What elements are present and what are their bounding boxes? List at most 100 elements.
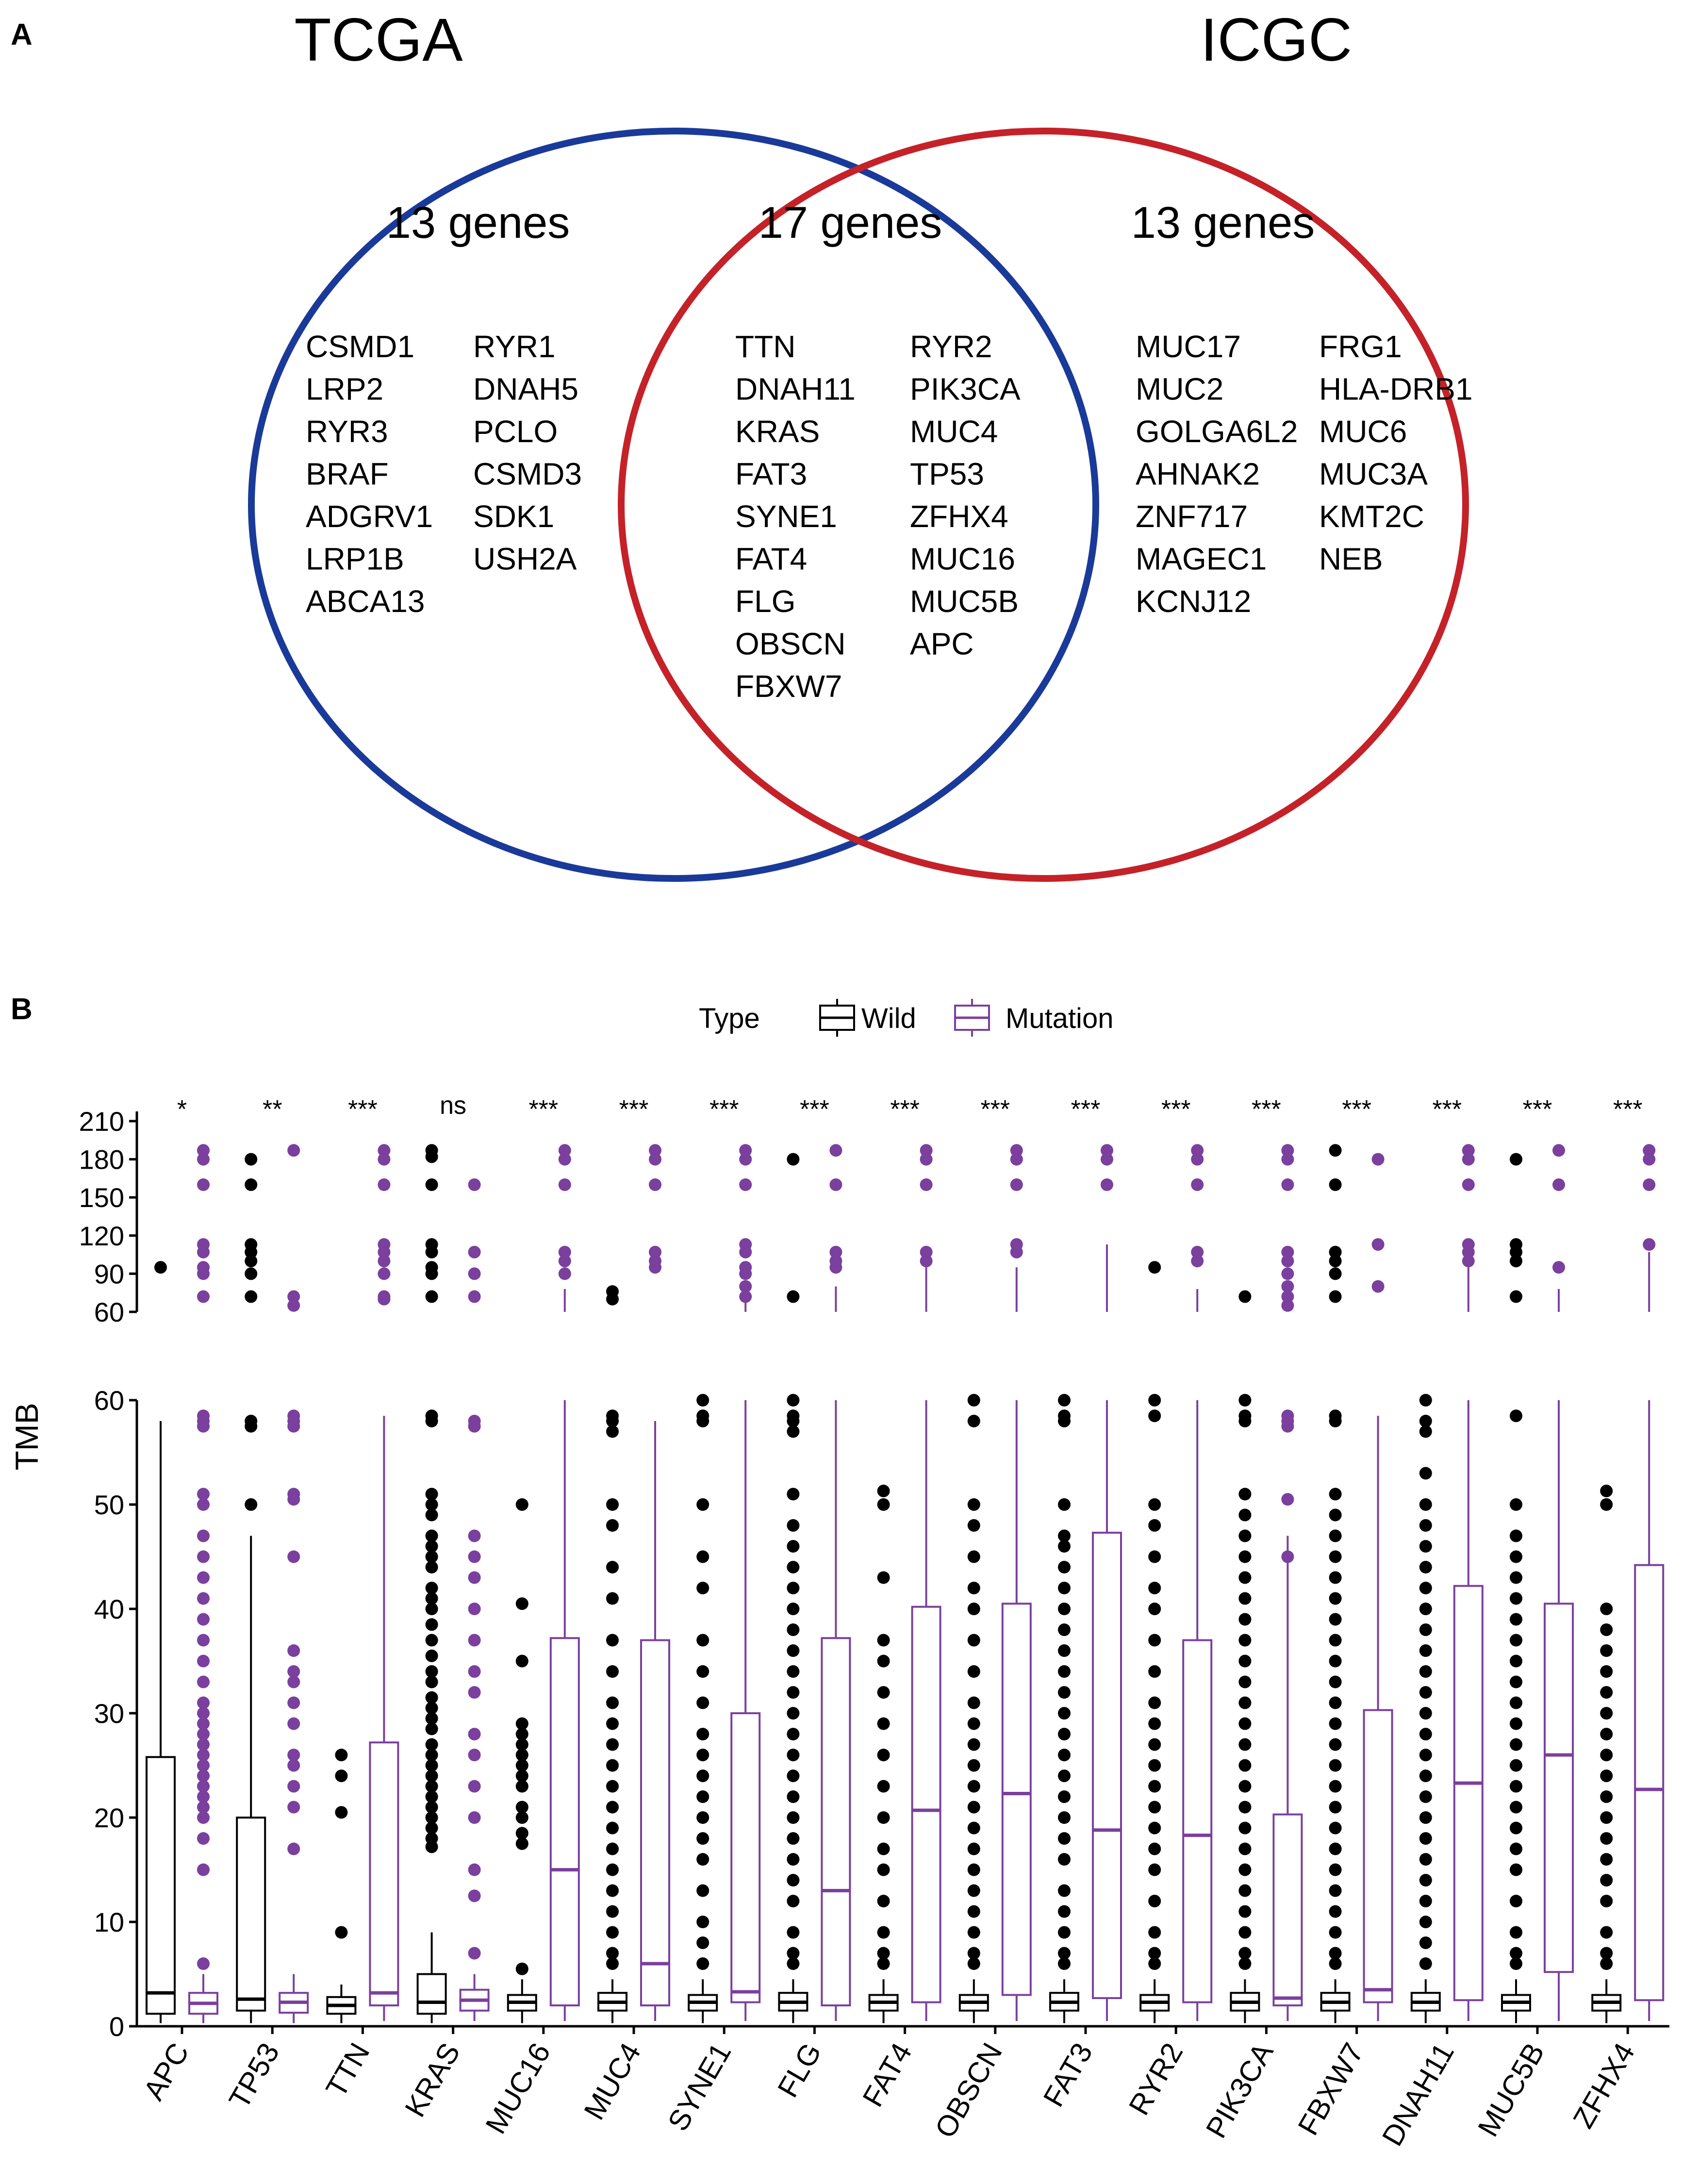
outlier-point (696, 1884, 709, 1897)
outlier-point (1238, 1863, 1252, 1876)
outlier-point (1329, 1550, 1342, 1563)
significance-label: *** (619, 1095, 649, 1124)
outlier-point (425, 1618, 438, 1631)
outlier-point (1371, 1280, 1385, 1293)
gene-label: PIK3CA (910, 372, 1021, 407)
upper-tick-label: 120 (79, 1221, 124, 1251)
outlier-point (1058, 1644, 1071, 1657)
outlier-point (739, 1267, 752, 1280)
significance-label: *** (800, 1095, 829, 1124)
outlier-point (1600, 1853, 1613, 1866)
outlier-point (197, 1498, 210, 1511)
lower-tick-label: 60 (94, 1385, 124, 1416)
outlier-point (606, 1863, 619, 1876)
outlier-point (877, 1717, 890, 1730)
outlier-point (468, 1780, 481, 1793)
outlier-point (1058, 1561, 1071, 1573)
gene-label: MUC17 (1136, 329, 1241, 364)
outlier-point (1238, 1696, 1252, 1709)
outlier-point (787, 1665, 800, 1678)
outlier-point (967, 1759, 980, 1772)
outlier-point (515, 1498, 528, 1511)
outlier-point (967, 1738, 980, 1751)
outlier-point (425, 1529, 438, 1542)
box (236, 1817, 266, 2012)
outlier-point (1329, 1696, 1342, 1709)
outlier-point (197, 1832, 210, 1845)
outlier-point (787, 1561, 800, 1573)
outlier-point (606, 1738, 619, 1751)
box (911, 1605, 941, 2003)
gene-label: MAGEC1 (1136, 542, 1267, 577)
outlier-point (515, 1597, 528, 1610)
box (1544, 1603, 1574, 1973)
outlier-point (1329, 1947, 1342, 1960)
outlier-point (1419, 1874, 1432, 1886)
outlier-point (515, 1655, 528, 1668)
outlier-point (1510, 1926, 1522, 1939)
outlier-point (967, 1957, 980, 1970)
outlier-point (606, 1592, 619, 1605)
outlier-point (1329, 1144, 1342, 1157)
lower-tick-label: 40 (94, 1594, 124, 1624)
x-tick-label: SYNE1 (661, 2037, 737, 2136)
outlier-point (1329, 1508, 1342, 1522)
outlier-point (1600, 1832, 1613, 1845)
outlier-point (287, 1759, 300, 1772)
outlier-point (425, 1770, 438, 1782)
outlier-point (829, 1178, 842, 1191)
outlier-point (425, 1722, 438, 1736)
outlier-point (1600, 1957, 1613, 1970)
outlier-point (1419, 1425, 1432, 1438)
outlier-point (245, 1245, 258, 1258)
outlier-point (1058, 1540, 1071, 1553)
y-axis-title: TMB (9, 1403, 45, 1470)
outlier-point (1281, 1267, 1294, 1280)
gene-label: FAT4 (735, 542, 807, 577)
x-tick-label: RYR2 (1122, 2037, 1189, 2120)
significance-label: *** (1342, 1095, 1371, 1124)
outlier-point (515, 1827, 528, 1840)
outlier-point (877, 1655, 890, 1668)
outlier-point (1238, 1571, 1252, 1584)
outlier-point (877, 1811, 890, 1824)
outlier-point (1329, 1178, 1342, 1191)
outlier-point (378, 1178, 391, 1191)
gene-label: SYNE1 (735, 499, 837, 534)
outlier-point (606, 1498, 619, 1511)
outlier-point (739, 1280, 752, 1293)
outlier-point (1510, 1153, 1522, 1166)
outlier-point (1058, 1790, 1071, 1803)
outlier-point (1191, 1178, 1204, 1191)
upper-tick-label: 150 (79, 1182, 124, 1213)
box-wild (1591, 1979, 1622, 2023)
outlier-point (1148, 1801, 1161, 1814)
box-wild (1501, 1979, 1531, 2023)
outlier-point (425, 1582, 438, 1594)
outlier-point (1419, 1853, 1432, 1866)
box (1272, 1813, 1303, 2007)
outlier-point (515, 1962, 528, 1975)
outlier-point (425, 1811, 438, 1824)
box (1001, 1603, 1032, 1996)
outlier-point (197, 1592, 210, 1605)
outlier-point (787, 1415, 800, 1427)
outlier-point (1148, 1394, 1161, 1406)
outlier-point (787, 1603, 800, 1615)
outlier-point (1148, 1665, 1161, 1678)
outlier-point (1510, 1895, 1522, 1907)
outlier-point (468, 1245, 481, 1258)
outlier-point (606, 1905, 619, 1918)
outlier-point (1462, 1245, 1475, 1258)
outlier-point (1281, 1550, 1294, 1563)
significance-labels: * ** *** ns *** *** *** *** *** *** *** *** *** *** **… (177, 1092, 1643, 1124)
outlier-point (1058, 1905, 1071, 1918)
outlier-point (1419, 1749, 1432, 1761)
box (549, 1637, 580, 2006)
outlier-point (1148, 1863, 1161, 1876)
outlier-point (877, 1498, 890, 1511)
lower-tick-label: 10 (94, 1907, 124, 1937)
outlier-point (1238, 1947, 1252, 1960)
outlier-point (606, 1561, 619, 1573)
outlier-point (287, 1696, 300, 1709)
